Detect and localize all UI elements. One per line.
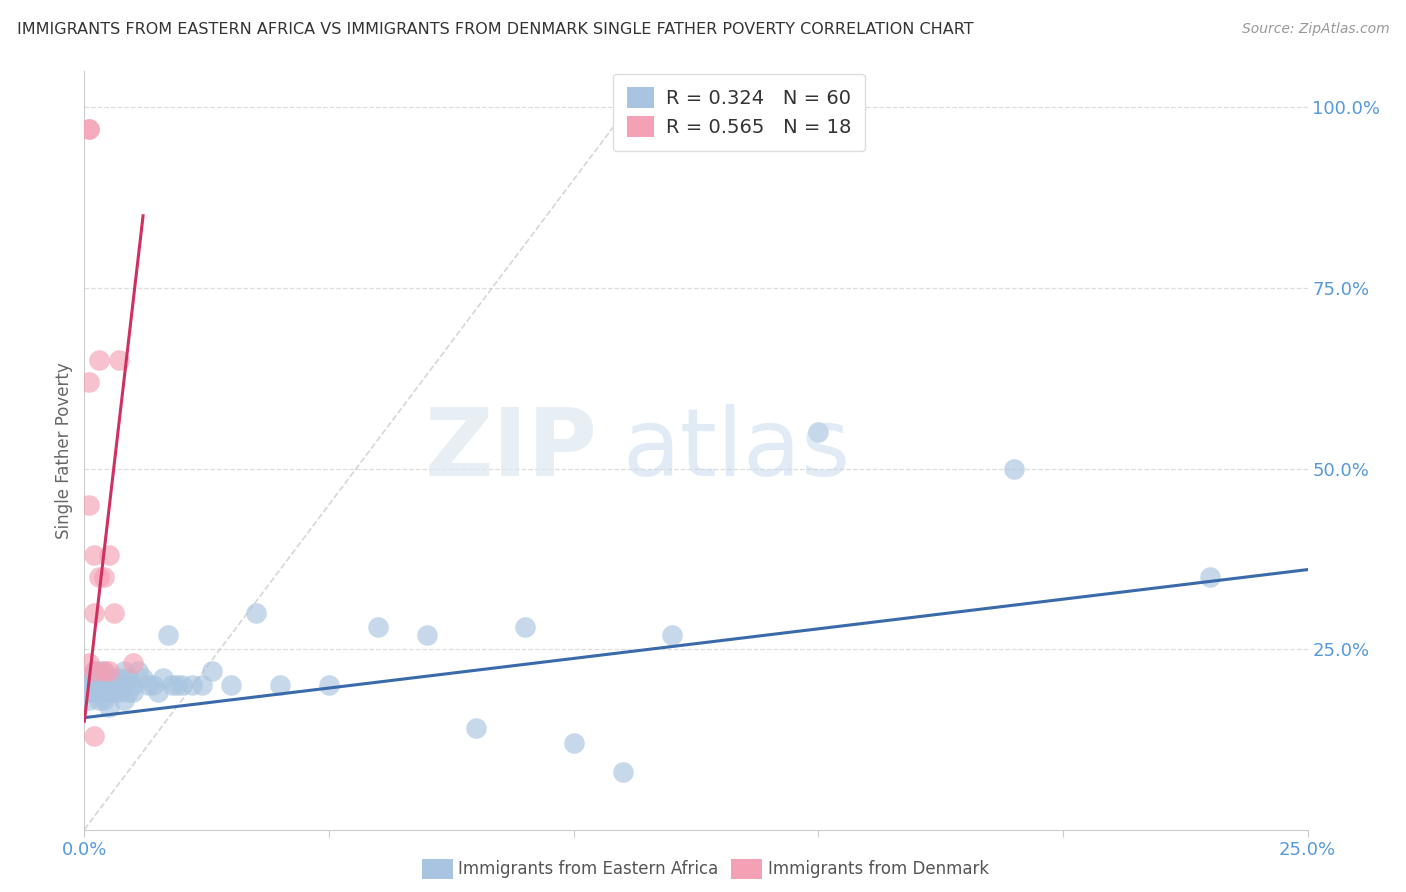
Point: [122, 657, 145, 671]
Point: [416, 627, 439, 641]
Point: [83, 548, 105, 562]
Point: [97, 671, 120, 685]
Point: [93, 570, 115, 584]
Point: [152, 671, 174, 685]
Point: [93, 671, 115, 685]
Point: [83, 678, 105, 692]
Text: Source: ZipAtlas.com: Source: ZipAtlas.com: [1241, 22, 1389, 37]
Point: [136, 678, 159, 692]
Point: [146, 685, 169, 699]
Y-axis label: Single Father Poverty: Single Father Poverty: [55, 362, 73, 539]
Text: Immigrants from Denmark: Immigrants from Denmark: [768, 860, 988, 878]
Point: [122, 678, 145, 692]
Point: [245, 606, 267, 620]
Point: [83, 671, 105, 685]
Point: [103, 606, 125, 620]
Point: [103, 678, 125, 692]
Point: [562, 736, 585, 750]
Point: [200, 664, 222, 678]
Point: [156, 627, 179, 641]
Point: [107, 685, 129, 699]
Point: [162, 678, 184, 692]
Point: [464, 722, 486, 736]
Point: [1002, 461, 1025, 475]
Point: [172, 678, 194, 692]
Point: [77, 685, 100, 699]
Point: [83, 606, 105, 620]
Point: [97, 685, 120, 699]
Point: [181, 678, 204, 692]
Point: [612, 764, 634, 779]
Point: [112, 692, 135, 706]
Point: [97, 664, 120, 678]
Point: [77, 657, 100, 671]
Point: [367, 620, 389, 634]
Legend: R = 0.324   N = 60, R = 0.565   N = 18: R = 0.324 N = 60, R = 0.565 N = 18: [613, 73, 865, 151]
Point: [219, 678, 242, 692]
Point: [103, 671, 125, 685]
Point: [77, 498, 100, 512]
Point: [83, 664, 105, 678]
Point: [83, 664, 105, 678]
Point: [269, 678, 291, 692]
Point: [77, 692, 100, 706]
Text: atlas: atlas: [623, 404, 851, 497]
Point: [97, 678, 120, 692]
Point: [87, 678, 110, 692]
Point: [1198, 570, 1220, 584]
Point: [83, 729, 105, 743]
Point: [77, 122, 100, 136]
Point: [117, 671, 139, 685]
Point: [661, 627, 683, 641]
Point: [87, 570, 110, 584]
Point: [166, 678, 188, 692]
Point: [77, 678, 100, 692]
Point: [513, 620, 536, 634]
Point: [132, 671, 155, 685]
Point: [83, 685, 105, 699]
Point: [93, 678, 115, 692]
Point: [122, 685, 145, 699]
Point: [87, 692, 110, 706]
Point: [77, 375, 100, 389]
Point: [107, 671, 129, 685]
Point: [191, 678, 214, 692]
Text: IMMIGRANTS FROM EASTERN AFRICA VS IMMIGRANTS FROM DENMARK SINGLE FATHER POVERTY : IMMIGRANTS FROM EASTERN AFRICA VS IMMIGR…: [17, 22, 973, 37]
Point: [103, 685, 125, 699]
Point: [93, 664, 115, 678]
Point: [112, 664, 135, 678]
Point: [107, 678, 129, 692]
Point: [807, 425, 830, 440]
Text: ZIP: ZIP: [425, 404, 598, 497]
Point: [93, 692, 115, 706]
Point: [112, 678, 135, 692]
Point: [77, 122, 100, 136]
Point: [93, 664, 115, 678]
Point: [97, 548, 120, 562]
Point: [142, 678, 165, 692]
Point: [127, 664, 149, 678]
Point: [97, 699, 120, 714]
Point: [87, 353, 110, 368]
Point: [87, 664, 110, 678]
Point: [117, 685, 139, 699]
Point: [87, 685, 110, 699]
Point: [318, 678, 340, 692]
Point: [77, 671, 100, 685]
Point: [107, 353, 129, 368]
Text: Immigrants from Eastern Africa: Immigrants from Eastern Africa: [458, 860, 718, 878]
